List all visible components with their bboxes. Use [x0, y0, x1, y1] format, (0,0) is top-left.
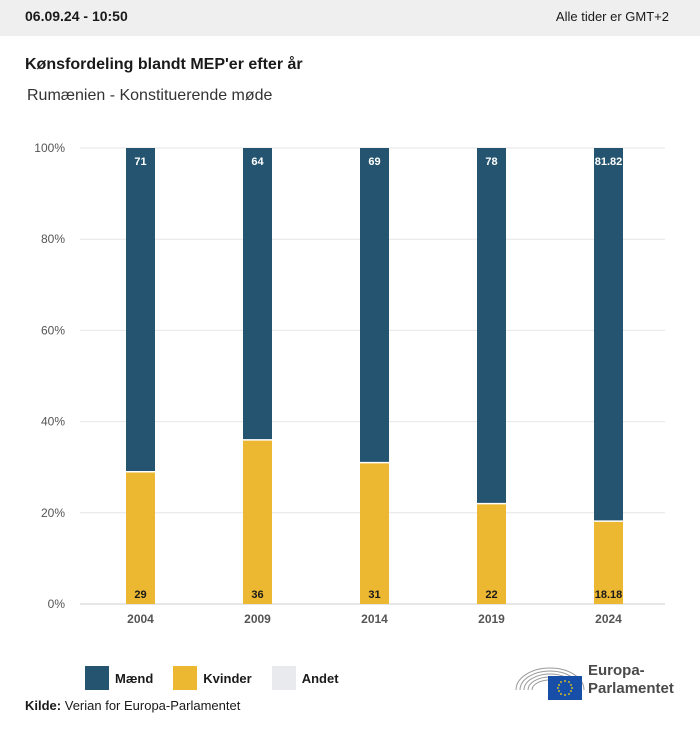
- data-label: 64: [251, 156, 264, 168]
- europarl-logo: Europa- Parlamentet: [514, 660, 684, 702]
- logo-text: Europa- Parlamentet: [588, 662, 674, 698]
- bar-segment-mænd[interactable]: [477, 148, 506, 504]
- timezone-note: Alle tider er GMT+2: [555, 9, 669, 24]
- y-tick-label: 80%: [41, 232, 65, 246]
- data-label: 69: [368, 156, 380, 168]
- parliament-hemicycle-icon: [515, 667, 585, 700]
- x-tick-label: 2014: [361, 612, 388, 626]
- x-axis: 2004 2009 2014 2019 2024: [127, 612, 622, 626]
- x-tick-label: 2019: [478, 612, 505, 626]
- legend-item-andet[interactable]: Andet: [271, 666, 339, 690]
- data-label: 78: [485, 156, 497, 168]
- x-tick-label: 2024: [595, 612, 622, 626]
- x-tick-label: 2009: [244, 612, 271, 626]
- data-label: 29: [134, 589, 146, 601]
- legend: Mænd Kvinder Andet: [85, 666, 359, 690]
- timestamp: 06.09.24 - 10:50: [25, 8, 128, 24]
- data-label: 31: [368, 589, 380, 601]
- bar-segment-mænd[interactable]: [360, 148, 389, 463]
- chart-title: Kønsfordeling blandt MEP'er efter år: [25, 56, 303, 73]
- bars: [126, 148, 623, 604]
- source-text: Verian for Europa-Parlamentet: [61, 698, 241, 713]
- legend-label: Mænd: [115, 670, 154, 686]
- stacked-bar-chart: 0% 20% 40% 60% 80% 100% 29 71 36 64 31 69 22 78 18.18…: [34, 141, 665, 626]
- top-bar: 06.09.24 - 10:50 Alle tider er GMT+2: [0, 0, 700, 36]
- source-note: Kilde: Verian for Europa-Parlamentet: [25, 698, 240, 713]
- legend-swatch: [271, 666, 296, 690]
- y-tick-label: 0%: [48, 597, 66, 611]
- bar-segment-kvinder[interactable]: [243, 439, 272, 604]
- legend-item-kvinder[interactable]: Kvinder: [173, 666, 252, 690]
- legend-swatch: [173, 666, 198, 690]
- y-tick-label: 40%: [41, 415, 65, 429]
- y-tick-label: 20%: [41, 506, 65, 520]
- legend-label: Andet: [301, 670, 339, 686]
- bar-segment-mænd[interactable]: [126, 148, 155, 472]
- bar-segment-kvinder[interactable]: [126, 471, 155, 604]
- logo-line1: Europa-: [588, 662, 645, 679]
- logo-line2: Parlamentet: [588, 680, 674, 697]
- bar-segment-kvinder[interactable]: [477, 503, 506, 604]
- legend-label: Kvinder: [203, 670, 252, 686]
- y-tick-label: 100%: [34, 141, 65, 155]
- source-prefix: Kilde:: [25, 698, 62, 713]
- y-tick-label: 60%: [41, 323, 65, 337]
- bar-segment-mænd[interactable]: [243, 148, 272, 440]
- data-label: 18.18: [595, 589, 623, 601]
- eu-flag-icon: [548, 676, 582, 700]
- bar-segment-mænd[interactable]: [594, 148, 623, 522]
- data-label: 36: [251, 589, 263, 601]
- data-label: 71: [134, 156, 146, 168]
- chart-subtitle: Rumænien - Konstituerende møde: [27, 87, 273, 104]
- data-label: 81.82: [595, 156, 623, 168]
- data-labels: 29 71 36 64 31 69 22 78 18.18 81.82: [134, 156, 622, 601]
- data-label: 22: [485, 589, 497, 601]
- legend-swatch: [85, 666, 109, 690]
- bar-segment-kvinder[interactable]: [594, 521, 623, 604]
- bar-segment-kvinder[interactable]: [360, 462, 389, 604]
- legend-item-maend[interactable]: Mænd: [85, 666, 153, 690]
- x-tick-label: 2004: [127, 612, 154, 626]
